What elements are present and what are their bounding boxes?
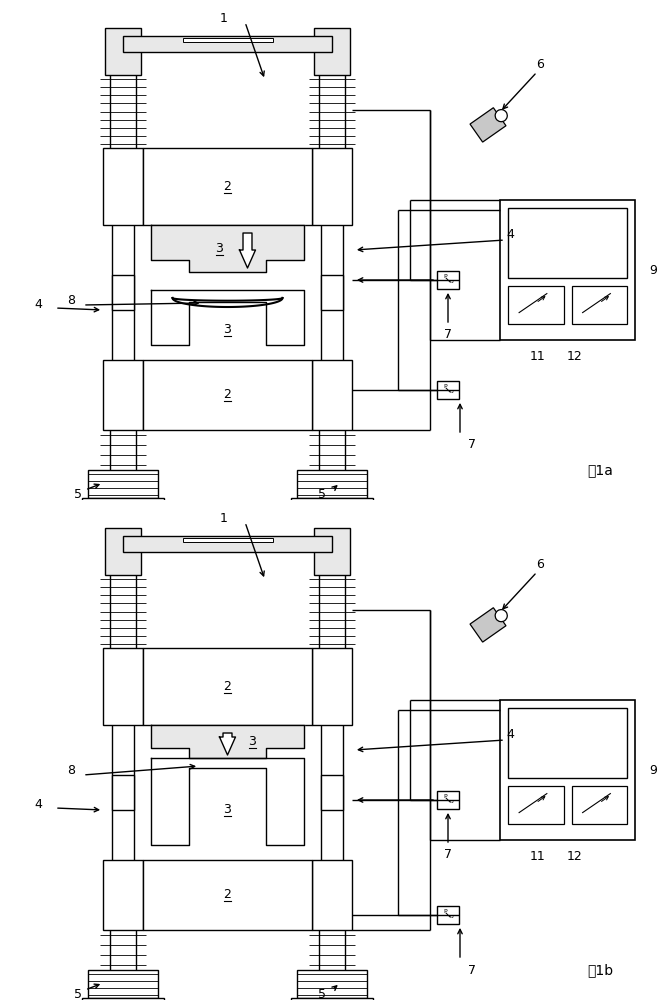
Bar	[571, 286, 627, 324]
Bar	[103, 148, 143, 225]
Bar	[314, 528, 350, 575]
Bar	[112, 775, 134, 810]
Text: 4: 4	[34, 798, 42, 812]
Text: 8: 8	[67, 294, 75, 306]
Text: u: u	[450, 799, 454, 804]
Bar	[470, 108, 506, 142]
Bar	[183, 538, 273, 542]
Text: 6: 6	[536, 558, 544, 572]
Text: 1: 1	[220, 11, 228, 24]
Text: 3: 3	[224, 323, 231, 336]
Text: 1: 1	[220, 512, 228, 524]
Text: P: P	[443, 274, 446, 279]
Text: 2: 2	[224, 888, 231, 902]
Bar	[437, 271, 459, 289]
Bar	[312, 860, 352, 930]
Text: 9: 9	[649, 764, 657, 776]
Bar	[508, 708, 627, 778]
Bar	[123, 536, 332, 552]
Bar	[123, 36, 332, 52]
Bar	[321, 275, 343, 310]
Polygon shape	[151, 290, 304, 345]
Bar	[82, 498, 164, 512]
Bar	[105, 28, 141, 75]
Text: 5: 5	[318, 988, 326, 1000]
Text: 12: 12	[566, 350, 582, 362]
Text: 3: 3	[224, 803, 231, 816]
Bar	[297, 970, 367, 998]
Text: 7: 7	[468, 964, 476, 976]
Text: 11: 11	[530, 850, 546, 862]
Bar	[500, 200, 635, 340]
Text: 6: 6	[536, 58, 544, 72]
Bar	[291, 498, 373, 512]
Polygon shape	[151, 725, 304, 758]
Polygon shape	[239, 233, 255, 268]
Text: 5: 5	[74, 988, 82, 1000]
Text: u: u	[450, 389, 454, 394]
Bar	[143, 860, 312, 930]
Bar	[291, 998, 373, 1000]
Bar	[312, 148, 352, 225]
Bar	[105, 528, 141, 575]
Text: 5: 5	[74, 488, 82, 502]
Bar	[103, 860, 143, 930]
Bar	[508, 208, 627, 278]
Bar	[437, 906, 459, 924]
Text: P: P	[443, 909, 446, 914]
Bar	[297, 470, 367, 498]
Bar	[470, 608, 506, 642]
Bar	[312, 360, 352, 430]
Bar	[500, 700, 635, 840]
Bar	[508, 786, 564, 824]
Text: u: u	[450, 279, 454, 284]
Text: 7: 7	[444, 328, 452, 342]
Text: 2: 2	[224, 680, 231, 693]
Text: 3: 3	[249, 735, 257, 748]
Text: 2: 2	[224, 388, 231, 401]
Text: 12: 12	[566, 850, 582, 862]
Bar	[508, 286, 564, 324]
Bar	[571, 786, 627, 824]
Ellipse shape	[495, 610, 507, 622]
Bar	[314, 28, 350, 75]
Bar	[88, 970, 158, 998]
Bar	[82, 998, 164, 1000]
Text: 2: 2	[224, 180, 231, 193]
Bar	[88, 470, 158, 498]
Text: P: P	[443, 794, 446, 799]
Bar	[312, 648, 352, 725]
Bar	[103, 360, 143, 430]
Text: P: P	[443, 384, 446, 389]
Polygon shape	[151, 758, 304, 845]
Ellipse shape	[495, 110, 507, 122]
Bar	[437, 791, 459, 809]
Text: 5: 5	[318, 488, 326, 502]
Text: 7: 7	[444, 848, 452, 861]
Text: 8: 8	[67, 764, 75, 776]
Polygon shape	[220, 733, 235, 755]
Text: 7: 7	[468, 438, 476, 452]
Text: 3: 3	[216, 242, 223, 255]
Text: 图1b: 图1b	[587, 963, 613, 977]
Text: 11: 11	[530, 350, 546, 362]
Bar	[183, 38, 273, 42]
Bar	[112, 275, 134, 310]
Text: 4: 4	[506, 728, 514, 742]
Bar	[143, 148, 312, 225]
Text: 4: 4	[34, 298, 42, 312]
Bar	[143, 360, 312, 430]
Text: 4: 4	[506, 229, 514, 241]
Bar	[143, 648, 312, 725]
Bar	[437, 381, 459, 399]
Polygon shape	[151, 225, 304, 272]
Text: 9: 9	[649, 263, 657, 276]
Text: u: u	[450, 914, 454, 919]
Text: 图1a: 图1a	[587, 463, 613, 477]
Bar	[321, 775, 343, 810]
Bar	[103, 648, 143, 725]
